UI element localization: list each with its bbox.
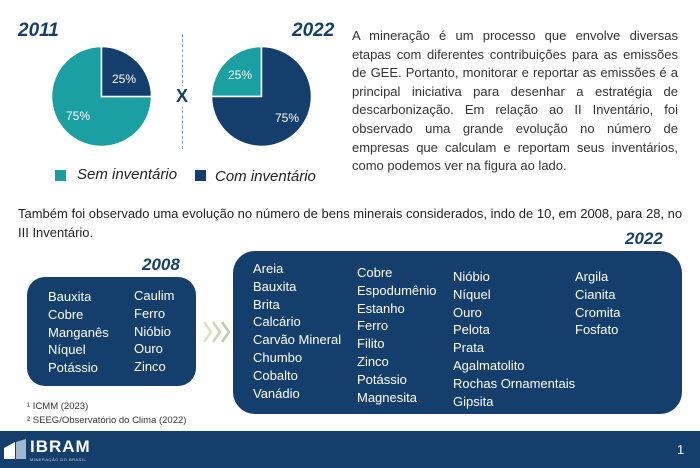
- evolution-text: Também foi observado uma evolução no núm…: [18, 206, 683, 240]
- mineral-item: Nióbio: [134, 323, 171, 339]
- footnote-2: ² SEEG/Observatório do Clima (2022): [27, 415, 187, 426]
- mineral-item: Cobalto: [253, 367, 298, 383]
- footnote-1: ¹ ICMM (2023): [27, 401, 89, 412]
- mineral-item: Níquel: [453, 286, 491, 302]
- box-2022-col3: Nióbio Níquel Ouro Pelota Prata Agalmatolito R…: [453, 268, 575, 410]
- legend-label-com: Com inventário: [215, 168, 316, 185]
- pie-slice: [50, 45, 153, 148]
- mineral-item: Ferro: [357, 318, 389, 334]
- legend-swatch-com: [195, 170, 206, 181]
- mineral-item: Agalmatolito: [453, 357, 525, 373]
- box-2022: [233, 251, 682, 414]
- mineral-item: Nióbio: [453, 269, 490, 284]
- mineral-item: Chumbo: [253, 349, 303, 365]
- mineral-item: Cianita: [575, 286, 616, 302]
- box-2022-title: 2022: [625, 229, 663, 248]
- mineral-item: Rochas Ornamentais: [453, 375, 576, 391]
- ibram-logo-subtext: MINERAÇÃO DO BRASIL: [30, 457, 87, 462]
- pie-chart-2022: [210, 45, 313, 148]
- pie-2022-slice-label-com: 75%: [275, 111, 300, 125]
- mineral-item: Gipsita: [453, 393, 494, 409]
- pie-slice: [100, 45, 153, 98]
- mineral-item: Vanádio: [253, 385, 300, 401]
- mineral-item: Espodumênio: [357, 282, 437, 298]
- legend-swatch-sem: [55, 170, 66, 181]
- box-2008: [27, 277, 196, 386]
- mineral-item: Brita: [253, 296, 280, 312]
- pie-2011-year: 2011: [18, 20, 59, 41]
- mineral-item: Cobre: [357, 265, 393, 280]
- mineral-item: Fosfato: [575, 322, 619, 338]
- chevron-right-icon: [203, 321, 212, 343]
- pie-slice: [210, 45, 313, 148]
- mineral-item: Caulim: [134, 288, 175, 303]
- page-number: 1: [677, 442, 685, 457]
- mineral-item: Manganês: [48, 324, 109, 340]
- mineral-item: Cromita: [575, 304, 621, 320]
- pie-chart-2011: [50, 45, 153, 148]
- box-2022-col1: Areia Bauxita Brita Calcário Carvão Mineral C…: [253, 260, 341, 402]
- mineral-item: Zinco: [134, 359, 166, 375]
- legend-label-sem: Sem inventário: [77, 166, 178, 183]
- mineral-item: Pelota: [453, 322, 490, 338]
- pie-slice: [210, 45, 263, 98]
- chevron-right-icon: [212, 321, 221, 343]
- mineral-item: Ouro: [453, 304, 482, 320]
- mineral-item: Argila: [575, 269, 609, 284]
- box-2022-col2: Cobre Espodumênio Estanho Ferro Filito Zinco P…: [357, 264, 437, 406]
- pie-2011-slice-label-com: 25%: [112, 72, 137, 86]
- mineral-item: Areia: [253, 261, 284, 276]
- mineral-item: Bauxita: [253, 278, 297, 294]
- mineral-item: Carvão Mineral: [253, 332, 342, 348]
- mineral-item: Potássio: [357, 371, 407, 387]
- mineral-item: Cobre: [48, 306, 84, 322]
- pie-2022-slice-label-sem: 25%: [228, 68, 253, 82]
- ibram-logo-icon: [4, 439, 26, 459]
- mineral-item: Ferro: [134, 305, 166, 321]
- mineral-item: Bauxita: [48, 289, 92, 304]
- ibram-logo-text: IBRAM: [30, 437, 91, 456]
- mineral-item: Calcário: [253, 314, 301, 330]
- mineral-item: Magnesita: [357, 389, 417, 405]
- mineral-item: Níquel: [48, 342, 86, 358]
- pie-2022-year: 2022: [292, 20, 335, 41]
- mineral-item: Estanho: [357, 300, 405, 316]
- box-2008-col1: Bauxita Cobre Manganês Níquel Potássio: [48, 288, 109, 377]
- mineral-item: Zinco: [357, 353, 389, 369]
- intro-paragraph: A mineração é um processo que envolve di…: [352, 28, 678, 174]
- mineral-item: Prata: [453, 340, 485, 356]
- mineral-item: Filito: [357, 336, 385, 352]
- chevron-right-icon: [221, 321, 230, 343]
- box-2022-col4: Argila Cianita Cromita Fosfato: [575, 268, 621, 339]
- versus-label: X: [175, 86, 190, 107]
- footer-bar: IBRAM MINERAÇÃO DO BRASIL 1: [0, 431, 700, 468]
- mineral-item: Potássio: [48, 360, 98, 376]
- box-2008-title: 2008: [142, 255, 180, 274]
- mineral-item: Ouro: [134, 341, 163, 357]
- box-2008-col2: Caulim Ferro Nióbio Ouro Zinco: [134, 287, 174, 376]
- pie-2011-slice-label-sem: 75%: [66, 109, 91, 123]
